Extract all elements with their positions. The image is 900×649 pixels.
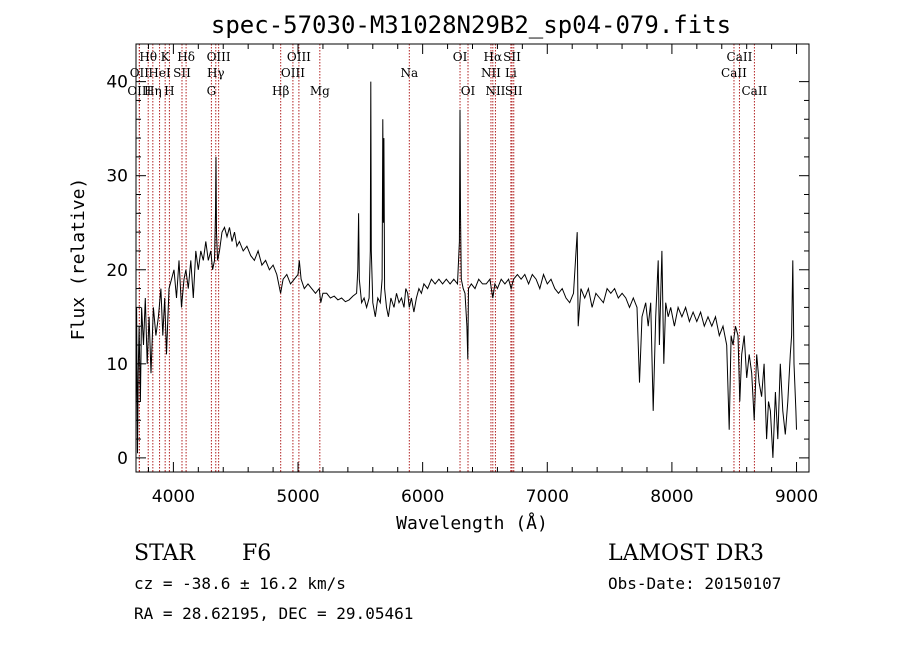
plot-frame	[135, 43, 810, 473]
spectral-line-label: G	[207, 84, 217, 98]
x-tick-label: 8000	[650, 487, 693, 507]
spectrum-series-line	[135, 81, 797, 458]
object-class: STAR	[134, 541, 196, 566]
spectral-line-label: NII	[485, 84, 505, 98]
x-axis-label: Wavelength (Å)	[396, 512, 548, 534]
spectral-line-label: CaII	[741, 84, 767, 98]
spectral-line-label: Hθ	[139, 50, 157, 64]
spectral-line-label: SII	[173, 66, 191, 80]
redshift-text: cz = -38.6 ± 16.2 km/s	[134, 574, 346, 593]
spectral-line-label: OIII	[287, 50, 311, 64]
y-axis-label: Flux (relative)	[68, 178, 89, 341]
x-tick-label: 4000	[152, 487, 195, 507]
obs-date-text: Obs-Date: 20150107	[608, 574, 781, 593]
spectral-line-label: SII	[503, 50, 521, 64]
x-tick-label: 5000	[276, 487, 319, 507]
x-tick-label: 7000	[526, 487, 569, 507]
spectral-line-label: OIII	[127, 84, 151, 98]
y-tick-label: 10	[106, 355, 128, 375]
spectral-line-label: HeI	[148, 66, 171, 80]
coordinates-text: RA = 28.62195, DEC = 29.05461	[134, 604, 413, 623]
survey-name: LAMOST DR3	[608, 541, 764, 566]
y-axis-ticks: 0 10 20 30 40	[106, 73, 809, 469]
spectral-line-label: CaII	[721, 66, 747, 80]
spectral-line-label: H	[164, 84, 174, 98]
object-subclass: F6	[242, 541, 271, 566]
x-tick-label: 6000	[401, 487, 444, 507]
spectral-line-label: Li	[505, 66, 517, 80]
spectral-line-label: Hα	[484, 50, 503, 64]
spectral-line-label: OII	[130, 66, 150, 80]
spectral-line-label: Hη	[144, 84, 162, 98]
y-tick-label: 30	[106, 167, 128, 187]
spectral-line-label: K	[161, 50, 171, 64]
spectral-line-label: Na	[400, 66, 418, 80]
spectral-line-label: OI	[461, 84, 476, 98]
x-axis-ticks: 4000 5000 6000 7000 8000 9000	[147, 44, 818, 507]
y-tick-label: 0	[117, 449, 128, 469]
spectral-line-label: Hγ	[207, 66, 225, 80]
spectral-line-label: NII	[481, 66, 501, 80]
y-tick-label: 20	[106, 261, 128, 281]
spectral-line-label: Hδ	[177, 50, 195, 64]
spectral-line-label: Mg	[310, 84, 330, 98]
spectral-line-label: OIII	[281, 66, 305, 80]
spectral-line-label: SII	[505, 84, 523, 98]
x-tick-label: 9000	[775, 487, 818, 507]
spectral-line-label: CaII	[727, 50, 753, 64]
spectral-line-markers	[138, 44, 755, 472]
spectral-line-label: OIII	[207, 50, 231, 64]
y-tick-label: 40	[106, 73, 128, 93]
chart-title: spec-57030-M31028N29B2_sp04-079.fits	[211, 11, 731, 39]
spectral-line-label: Hβ	[272, 84, 289, 98]
spectral-line-label: OI	[453, 50, 468, 64]
